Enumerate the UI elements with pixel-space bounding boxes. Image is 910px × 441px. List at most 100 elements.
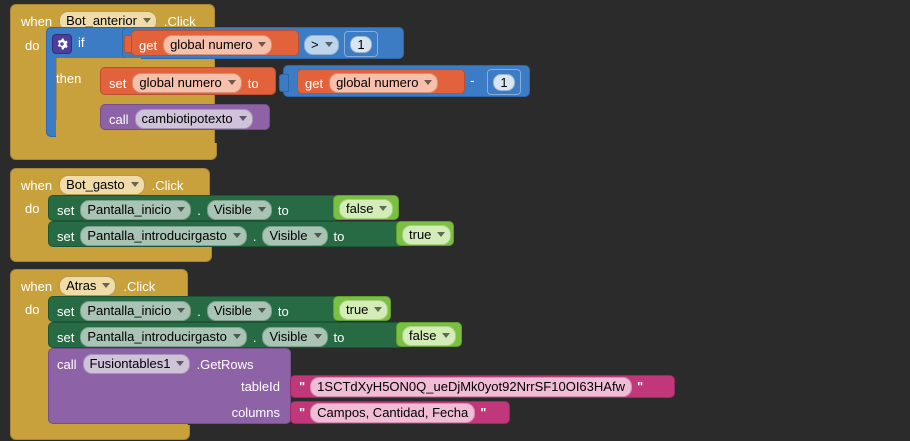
event-name-label: .Click bbox=[163, 13, 196, 29]
chevron-down-icon bbox=[142, 18, 151, 23]
chevron-down-icon bbox=[313, 334, 322, 339]
subtraction-left-plug bbox=[279, 74, 289, 92]
call-label: call bbox=[109, 111, 129, 127]
boolean-dropdown-true[interactable]: true bbox=[402, 225, 452, 245]
to-label-b3-1: to bbox=[277, 303, 289, 319]
text-block-columns[interactable]: " Campos, Cantidad, Fecha " bbox=[290, 401, 510, 424]
variable-dropdown-set-global-numero[interactable]: global numero bbox=[132, 73, 242, 93]
chevron-down-icon bbox=[232, 334, 241, 339]
event-header-3: when Atras .Click bbox=[21, 276, 155, 296]
setter-pantalla-inicio-visible-false[interactable]: set Pantalla_inicio . Visible to bbox=[48, 195, 340, 221]
comparison-operator-dropdown[interactable]: > bbox=[304, 35, 339, 55]
get-global-numero-block-1[interactable]: get global numero bbox=[131, 30, 299, 56]
event-header-2: when Bot_gasto .Click bbox=[21, 175, 183, 195]
property-dropdown-visible-2[interactable]: Visible bbox=[262, 226, 328, 246]
chevron-down-icon bbox=[130, 182, 139, 187]
chevron-down-icon bbox=[437, 232, 446, 237]
to-label: to bbox=[247, 75, 259, 91]
when-label: when bbox=[21, 13, 53, 29]
boolean-dropdown-true-b3[interactable]: true bbox=[339, 300, 389, 320]
chevron-down-icon bbox=[442, 333, 451, 338]
do-label-2: do bbox=[25, 201, 40, 216]
component-dropdown-pantalla-introducirgasto[interactable]: Pantalla_introducirgasto bbox=[80, 226, 247, 246]
boolean-true-block-b3[interactable]: true bbox=[333, 296, 391, 321]
dot-label-b3-2: . bbox=[252, 329, 257, 345]
chevron-down-icon bbox=[257, 207, 266, 212]
get-global-numero-block-2[interactable]: get global numero bbox=[297, 69, 465, 94]
if-label: if bbox=[78, 35, 85, 50]
call-fusiontables1-getrows-block[interactable]: call Fusiontables1 .GetRows tableId colu… bbox=[48, 348, 291, 424]
get-label-2: get bbox=[305, 75, 324, 91]
number-value-1[interactable]: 1 bbox=[350, 35, 372, 53]
boolean-false-block-b3[interactable]: false bbox=[396, 322, 462, 347]
setter-pantalla-introducirgasto-visible-true[interactable]: set Pantalla_introducirgasto . Visible t… bbox=[48, 221, 403, 247]
set-label-b2-2: set bbox=[57, 228, 75, 244]
call-cambiotipotexto-block[interactable]: call cambiotipotexto bbox=[100, 104, 270, 130]
chevron-down-icon bbox=[424, 80, 433, 85]
property-dropdown-visible[interactable]: Visible bbox=[206, 200, 272, 220]
component-dropdown-pantalla-introducirgasto-b3[interactable]: Pantalla_introducirgasto bbox=[80, 327, 247, 347]
dot-label-b2-1: . bbox=[197, 202, 201, 218]
event-name-label-2: .Click bbox=[151, 177, 184, 193]
chevron-down-icon bbox=[324, 42, 333, 47]
text-value-columns[interactable]: Campos, Cantidad, Fecha bbox=[310, 402, 476, 423]
chevron-down-icon bbox=[102, 283, 111, 288]
text-value-tableid[interactable]: 1SCTdXyH5ON0Q_ueDjMk0yot92NrrSF10OI63HAf… bbox=[310, 376, 632, 397]
number-value-1b[interactable]: 1 bbox=[493, 73, 515, 91]
chevron-down-icon bbox=[238, 116, 247, 121]
boolean-false-block-b2[interactable]: false bbox=[333, 195, 399, 220]
event-header: when Bot_anterior .Click bbox=[21, 11, 196, 31]
arg-label-tableid: tableId bbox=[240, 379, 280, 394]
when-label-3: when bbox=[21, 278, 53, 294]
when-label-2: when bbox=[21, 177, 53, 193]
chevron-down-icon bbox=[379, 206, 388, 211]
event-block-1-foot bbox=[10, 143, 217, 160]
property-dropdown-visible-b3-2[interactable]: Visible bbox=[262, 327, 328, 347]
do-label: do bbox=[25, 38, 40, 53]
chevron-down-icon bbox=[176, 361, 185, 366]
text-block-tableid[interactable]: " 1SCTdXyH5ON0Q_ueDjMk0yot92NrrSF10OI63H… bbox=[290, 375, 675, 398]
chevron-down-icon bbox=[313, 233, 322, 238]
set-global-numero-block[interactable]: set global numero to bbox=[100, 67, 276, 95]
component-dropdown-fusiontables1[interactable]: Fusiontables1 bbox=[82, 354, 191, 374]
mutator-gear-button[interactable] bbox=[52, 34, 72, 54]
boolean-true-block-b2[interactable]: true bbox=[396, 221, 454, 246]
call-label-b3: call bbox=[57, 356, 77, 372]
do-label-3: do bbox=[25, 302, 40, 317]
gear-icon bbox=[57, 38, 68, 50]
set-label: set bbox=[109, 75, 127, 91]
event-block-2-foot bbox=[10, 247, 212, 262]
get-label: get bbox=[139, 37, 158, 53]
chevron-down-icon bbox=[177, 207, 186, 212]
dot-label-b2-2: . bbox=[252, 228, 257, 244]
component-dropdown-atras[interactable]: Atras bbox=[59, 276, 117, 296]
then-label: then bbox=[56, 71, 82, 86]
component-dropdown-pantalla-inicio-b3[interactable]: Pantalla_inicio bbox=[80, 301, 192, 321]
component-dropdown-bot-gasto[interactable]: Bot_gasto bbox=[59, 175, 145, 195]
to-label-b2-2: to bbox=[333, 228, 345, 244]
arg-label-columns: columns bbox=[231, 405, 280, 420]
open-quote-tableid: " bbox=[299, 379, 306, 394]
boolean-dropdown-false-b3[interactable]: false bbox=[402, 326, 457, 346]
dot-label-b3-1: . bbox=[197, 303, 201, 319]
close-quote-columns: " bbox=[480, 405, 487, 420]
procedure-dropdown-cambiotipotexto[interactable]: cambiotipotexto bbox=[134, 109, 253, 129]
setter-pantalla-inicio-visible-true[interactable]: set Pantalla_inicio . Visible to bbox=[48, 296, 340, 322]
chevron-down-icon bbox=[258, 42, 267, 47]
setter-pantalla-introducirgasto-visible-false[interactable]: set Pantalla_introducirgasto . Visible t… bbox=[48, 322, 403, 348]
component-dropdown-pantalla-inicio[interactable]: Pantalla_inicio bbox=[80, 200, 192, 220]
chevron-down-icon bbox=[227, 80, 236, 85]
event-name-label-3: .Click bbox=[123, 278, 156, 294]
boolean-dropdown-false[interactable]: false bbox=[339, 199, 394, 219]
property-dropdown-visible-b3[interactable]: Visible bbox=[206, 301, 272, 321]
chevron-down-icon bbox=[177, 308, 186, 313]
variable-dropdown-global-numero-2[interactable]: global numero bbox=[329, 73, 439, 93]
to-label-b3-2: to bbox=[333, 329, 345, 345]
set-label-b3-1: set bbox=[57, 303, 75, 319]
to-label-b2-1: to bbox=[277, 202, 289, 218]
variable-dropdown-global-numero[interactable]: global numero bbox=[163, 35, 273, 55]
close-quote-tableid: " bbox=[636, 379, 644, 394]
open-quote-columns: " bbox=[299, 405, 306, 420]
event-block-3-foot bbox=[10, 425, 190, 440]
